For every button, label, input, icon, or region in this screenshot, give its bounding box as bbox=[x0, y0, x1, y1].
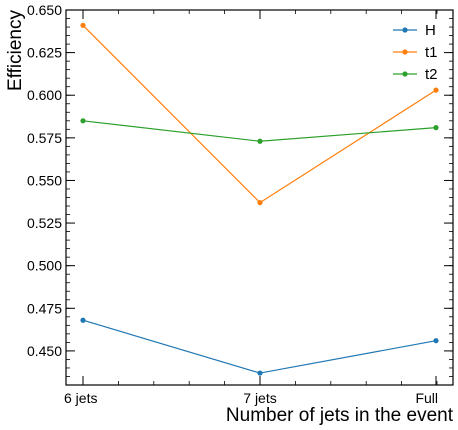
legend-label-t2: t2 bbox=[425, 66, 438, 83]
series-line-H bbox=[82, 319, 437, 374]
y-tick-label: 0.525 bbox=[27, 215, 62, 231]
y-tick-label: 0.650 bbox=[27, 2, 62, 18]
legend: Ht1 t2 bbox=[393, 22, 438, 83]
legend-label-H: H bbox=[425, 22, 436, 39]
series-line-t1 bbox=[82, 24, 437, 204]
data-point-t1 bbox=[80, 22, 86, 28]
y-tick-label: 0.500 bbox=[27, 258, 62, 274]
data-point-H bbox=[80, 317, 86, 323]
y-tick-label: 0.575 bbox=[27, 130, 62, 146]
legend-label-t1: t1 bbox=[425, 44, 438, 61]
y-tick-label: 0.550 bbox=[27, 172, 62, 188]
y-tick-label: 0.600 bbox=[27, 87, 62, 103]
data-point-t1 bbox=[433, 87, 439, 93]
data-point-t2 bbox=[433, 125, 439, 131]
data-point-t1 bbox=[257, 200, 263, 206]
y-axis-title: Efficiency bbox=[5, 10, 26, 91]
series-layer bbox=[80, 22, 439, 376]
data-point-t2 bbox=[80, 118, 86, 124]
y-tick-label: 0.475 bbox=[27, 300, 62, 316]
data-point-H bbox=[433, 338, 439, 344]
x-tick-label: Full bbox=[415, 390, 438, 406]
y-tick-label: 0.450 bbox=[27, 343, 62, 359]
x-axis-title: Number of jets in the event bbox=[226, 405, 454, 426]
legend-marker-t2 bbox=[402, 71, 408, 77]
x-tick-label: 7 jets bbox=[243, 390, 276, 406]
data-point-H bbox=[257, 370, 263, 376]
legend-marker-H bbox=[402, 27, 408, 33]
legend-marker-t1 bbox=[402, 49, 408, 55]
x-tick-label: 6 jets bbox=[64, 390, 97, 406]
y-axis: 0.450 0.475 0.500 0.525 0.550 0.575 0.600 0.625… bbox=[27, 2, 453, 386]
data-point-t2 bbox=[257, 138, 263, 144]
y-tick-label: 0.625 bbox=[27, 45, 62, 61]
x-axis: 6 jets 7 jets Full bbox=[64, 10, 438, 406]
